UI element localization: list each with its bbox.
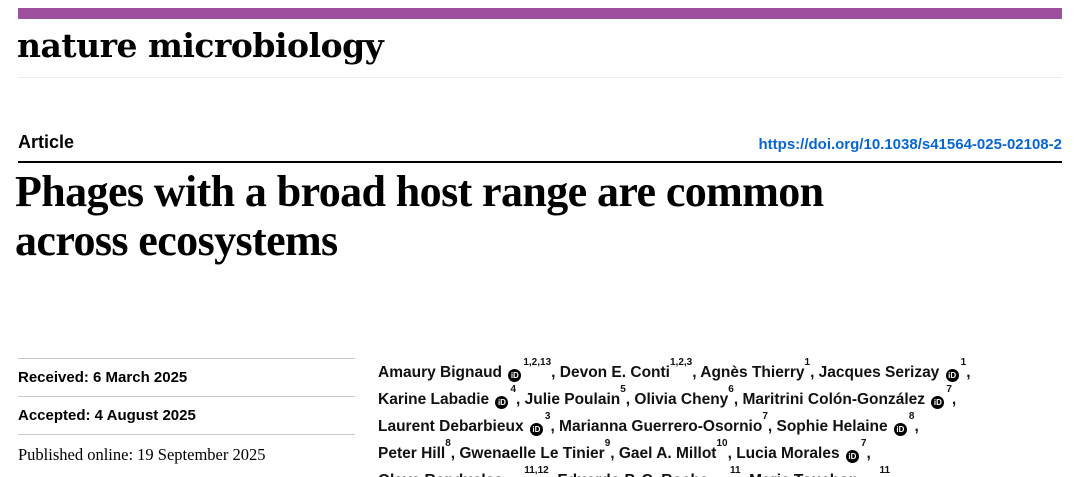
journal-logo: nature microbiology [17,26,384,65]
affiliation-superscript: 11 [879,464,891,476]
history-row: Published online: 19 September 2025 [18,434,355,474]
history-row: Received: 6 March 2025 [18,358,355,396]
affiliation-superscript: 10 [716,437,728,449]
title-line-1: Phages with a broad host range are commo… [15,167,824,216]
affiliation-superscript: 8 [445,437,451,449]
orcid-icon[interactable]: iD [845,450,859,463]
article-history: Received: 6 March 2025 Accepted: 4 August… [18,358,355,474]
article-title: Phages with a broad host range are commo… [15,167,824,266]
affiliation-superscript: 11,12 [524,464,549,476]
orcid-icon[interactable]: iD [945,369,959,382]
affiliation-superscript: 1 [960,356,967,368]
affiliation-superscript: 7 [860,437,867,449]
author-line: Peter Hill8, Gwenaelle Le Tinier9, Gael … [378,437,871,463]
author-line: Amaury Bignaud iD1,2,13, Devon E. Conti1… [378,356,971,382]
title-line-2: across ecosystems [15,215,338,265]
article-type-label: Article [18,132,75,152]
logo-divider [18,77,1062,78]
affiliation-superscript: 4 [510,383,516,395]
orcid-icon[interactable]: iD [893,423,907,436]
affiliation-superscript: 7 [762,410,768,422]
affiliation-superscript: 1,2,3 [669,356,693,368]
affiliation-superscript: 8 [908,410,915,422]
affiliation-superscript: 7 [946,383,952,395]
affiliation-superscript: 5 [620,383,626,395]
title-rule [18,161,1062,163]
author-line: Olaya Rendueles iD11,12, Eduardo P. C. R… [378,464,1064,477]
affiliation-superscript: 1,2,13 [523,356,552,368]
affiliation-superscript: 11 [729,464,741,476]
affiliation-superscript: 3 [544,410,551,422]
author-line: Laurent Debarbieux iD3, Marianna Guerrer… [378,410,919,436]
affiliation-superscript: 6 [728,383,734,395]
author-list: Amaury Bignaud iD1,2,13, Devon E. Conti1… [378,356,1064,477]
orcid-icon[interactable]: iD [508,369,522,382]
doi-link[interactable]: https://doi.org/10.1038/s41564-025-02108… [758,136,1063,153]
author-line: Karine Labadie iD4, Julie Poulain5, Oliv… [378,383,957,409]
orcid-icon[interactable]: iD [495,396,509,409]
orcid-icon[interactable]: iD [529,423,543,436]
journal-accent-bar [18,8,1062,19]
affiliation-superscript: 1 [804,356,811,368]
orcid-icon[interactable]: iD [931,396,945,409]
affiliation-superscript: 9 [604,437,611,449]
history-row: Accepted: 4 August 2025 [18,396,355,434]
